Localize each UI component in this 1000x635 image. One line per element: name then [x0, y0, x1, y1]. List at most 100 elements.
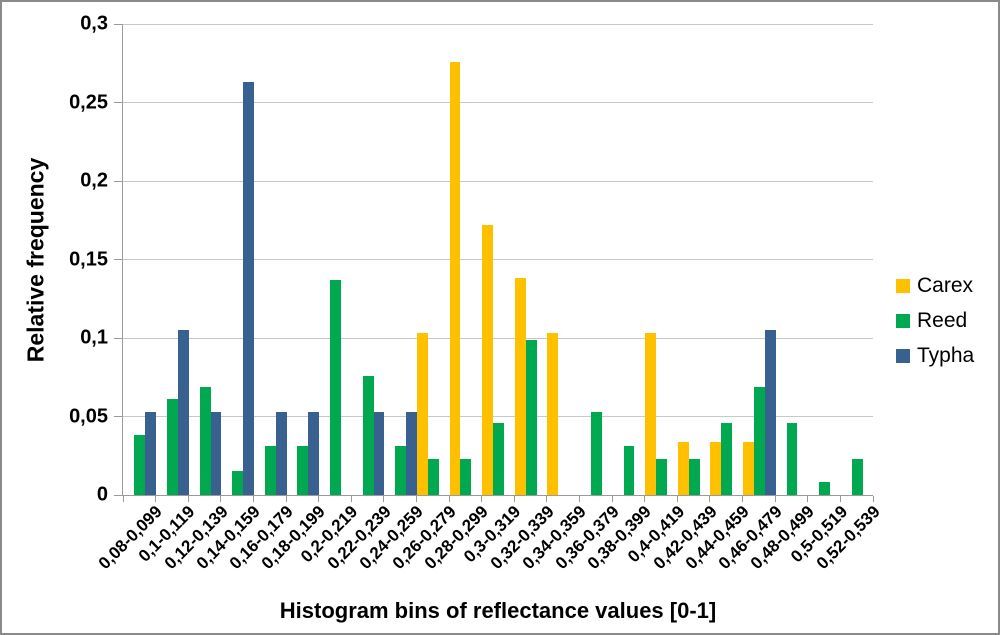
gridline-0,2 — [123, 180, 873, 182]
x-tick-mark — [318, 496, 320, 502]
y-tick-mark — [114, 416, 122, 417]
x-axis-line — [122, 495, 873, 496]
bar-reed-1 — [167, 399, 178, 495]
legend-swatch-typha — [896, 348, 910, 363]
bar-reed-22 — [851, 458, 863, 495]
bar-carex-16 — [645, 333, 657, 495]
x-tick-mark — [350, 496, 352, 502]
x-tick-mark — [187, 496, 189, 502]
x-axis-tick-labels: 0,08-0,099 0,1-0,119 0,12-0,139 0,14-0,159 0… — [95, 495, 883, 605]
bar-typha-1 — [177, 330, 189, 495]
y-axis-line — [122, 24, 123, 495]
bar-reed-2 — [199, 386, 211, 495]
x-tick-mark — [220, 496, 222, 502]
x-tick-mark — [611, 496, 613, 502]
x-tick-mark — [579, 496, 581, 502]
bar-typha-4 — [275, 411, 287, 495]
y-tick-mark — [114, 259, 122, 260]
x-tick-mark — [774, 496, 776, 502]
bar-reed-21 — [819, 482, 831, 495]
legend-label-carex: Carex — [917, 273, 974, 297]
bar-reed-20 — [786, 422, 798, 495]
y-tick-mark — [114, 337, 122, 339]
x-tick-mark — [285, 496, 287, 502]
legend-label-typha: Typha — [917, 343, 975, 367]
bar-reed-11 — [493, 422, 504, 495]
plot-area — [114, 23, 874, 502]
x-tick-mark — [448, 496, 450, 502]
x-tick-mark — [481, 496, 483, 502]
x-axis-title: Histogram bins of reflectance values [0-… — [279, 598, 717, 623]
legend-swatch-reed — [896, 313, 910, 328]
bar-typha-8 — [406, 411, 418, 495]
bar-reed-16 — [656, 458, 668, 495]
bar-typha-0 — [145, 411, 157, 495]
legend-item-typha: Typha — [896, 338, 974, 373]
y-tick-label: 0,05 — [69, 405, 108, 427]
legend-item-reed: Reed — [896, 303, 974, 338]
gridline-0,05 — [123, 416, 873, 417]
x-tick-mark — [676, 496, 678, 502]
legend-label-reed: Reed — [917, 308, 968, 332]
bar-reed-7 — [362, 375, 374, 495]
bar-typha-19 — [764, 330, 776, 495]
bar-reed-14 — [590, 411, 602, 495]
bar-typha-3 — [243, 82, 255, 495]
legend: Carex Reed Typha — [896, 268, 974, 373]
bar-typha-5 — [308, 411, 320, 495]
y-axis-tick-labels: 0 0,05 0,1 0,15 0,2 0,25 0,3 — [2, 13, 108, 506]
x-tick-mark — [709, 496, 711, 502]
bar-typha-2 — [210, 411, 222, 495]
y-tick-mark — [114, 102, 122, 103]
bar-reed-12 — [525, 339, 537, 495]
bar-reed-19 — [753, 386, 765, 495]
bar-reed-6 — [330, 279, 341, 495]
bar-reed-4 — [264, 446, 276, 495]
x-tick-mark — [513, 496, 515, 502]
y-tick-mark — [114, 494, 122, 496]
gridline-0,1 — [123, 337, 873, 339]
x-tick-mark — [644, 496, 646, 502]
bar-carex-10 — [449, 61, 461, 495]
x-tick-mark — [807, 496, 809, 502]
y-tick-label: 0,15 — [69, 248, 108, 270]
y-tick-label: 0,2 — [80, 169, 108, 192]
y-tick-mark — [114, 180, 122, 182]
x-tick-mark — [122, 496, 124, 502]
bar-carex-17 — [677, 441, 689, 495]
x-tick-mark — [872, 496, 874, 502]
legend-swatch-carex — [896, 278, 910, 293]
bar-reed-9 — [427, 458, 439, 495]
gridline-0,15 — [123, 259, 873, 260]
y-tick-mark — [114, 23, 122, 25]
bar-reed-17 — [688, 458, 700, 495]
x-tick-mark — [155, 496, 157, 502]
bar-reed-3 — [232, 471, 244, 495]
bar-carex-12 — [514, 278, 526, 495]
x-tick-mark — [839, 496, 841, 502]
x-tick-mark — [415, 496, 417, 502]
bar-carex-9 — [416, 333, 428, 495]
bar-reed-10 — [460, 458, 472, 495]
bar-carex-19 — [743, 441, 754, 495]
gridline-0,25 — [123, 102, 873, 103]
y-tick-label: 0,1 — [80, 326, 108, 349]
x-tick-mark — [252, 496, 254, 502]
bar-reed-18 — [721, 422, 733, 495]
bar-reed-5 — [297, 446, 309, 495]
x-tick-mark — [742, 496, 744, 502]
bar-typha-7 — [373, 411, 385, 495]
bar-reed-0 — [134, 435, 146, 495]
bar-carex-13 — [547, 333, 559, 495]
y-tick-label: 0,3 — [80, 12, 108, 35]
gridline-0,3 — [123, 23, 873, 25]
bar-carex-11 — [482, 224, 494, 495]
x-tick-mark — [546, 496, 548, 502]
y-tick-label: 0,25 — [69, 91, 108, 113]
x-tick-mark — [383, 496, 385, 502]
bar-reed-15 — [623, 446, 635, 495]
legend-item-carex: Carex — [896, 268, 974, 303]
bar-carex-18 — [710, 441, 722, 495]
bar-reed-8 — [395, 446, 407, 495]
